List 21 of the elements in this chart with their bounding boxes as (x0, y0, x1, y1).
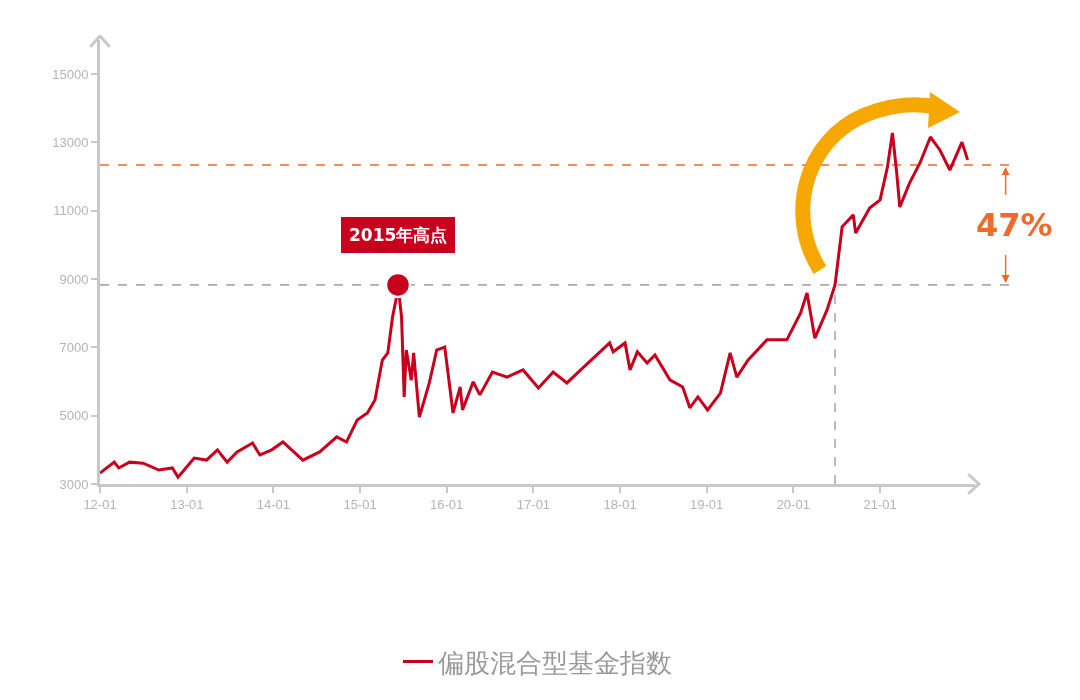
y-tick-label: 13000 (52, 135, 89, 151)
x-tick-label: 12-01 (83, 496, 117, 512)
x-tick-label: 16-01 (430, 496, 464, 512)
x-tick-label: 20-01 (776, 496, 810, 512)
x-tick-label: 14-01 (256, 496, 291, 512)
x-tick-label: 17-01 (516, 496, 551, 512)
text: 47% (976, 206, 1053, 244)
y-tick-label: 3000 (59, 476, 89, 492)
x-tick-label: 21-01 (863, 496, 897, 512)
y-tick-label: 11000 (53, 203, 89, 219)
x-tick-label: 19-01 (690, 496, 724, 512)
y-tick-label: 7000 (59, 339, 89, 355)
y-tick-label: 5000 (59, 408, 89, 424)
y-tick-label: 15000 (52, 66, 89, 82)
line-series (100, 131, 970, 479)
legend-label: 偏股混合型基金指数 (438, 647, 672, 678)
y-tick-label: 9000 (59, 271, 89, 287)
x-tick-label: 13-01 (170, 496, 204, 512)
x-tick-label: 18-01 (603, 496, 637, 512)
annotation: 2015年高点 (349, 225, 448, 245)
x-tick-label: 15-01 (343, 496, 377, 512)
